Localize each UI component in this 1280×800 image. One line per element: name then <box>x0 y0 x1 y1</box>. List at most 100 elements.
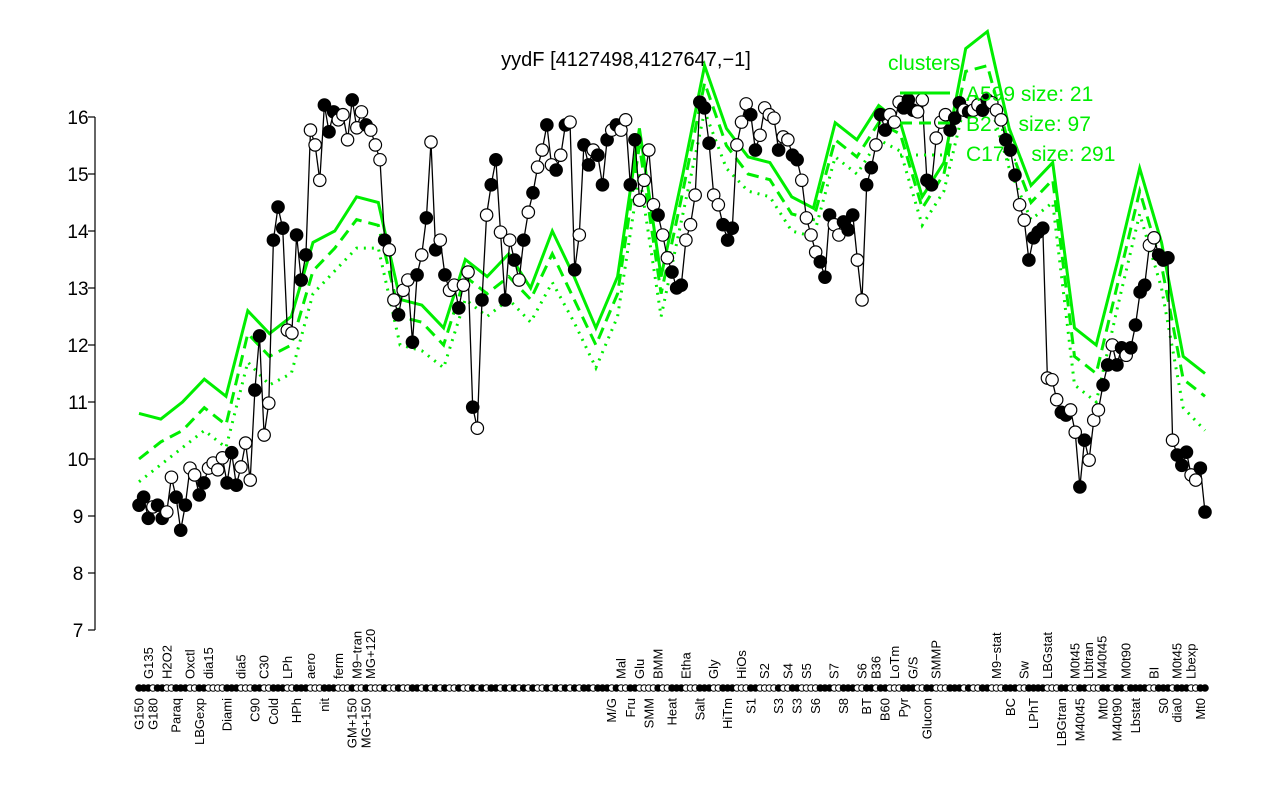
data-point <box>572 228 587 242</box>
x-tick-label: BT <box>859 698 874 715</box>
data-point <box>535 143 550 157</box>
data-point <box>878 123 892 137</box>
data-point <box>363 123 378 137</box>
data-point <box>711 197 726 212</box>
x-tick-label: M40t45 <box>1095 636 1110 679</box>
data-point <box>387 293 401 307</box>
y-tick-label: 10 <box>67 450 88 471</box>
data-point <box>855 293 869 307</box>
data-point <box>813 254 828 269</box>
data-point <box>1110 358 1124 372</box>
x-tick-label: Oxctl <box>183 649 198 679</box>
data-point <box>414 248 429 262</box>
data-point <box>526 186 540 200</box>
x-tick-label: SMMP <box>929 640 944 679</box>
x-tick-label: S8 <box>836 698 851 714</box>
x-tick-label: S3 <box>790 698 805 714</box>
data-point <box>210 463 225 477</box>
data-point <box>794 173 809 188</box>
data-point <box>679 233 693 247</box>
data-point <box>618 113 633 127</box>
data-point <box>799 211 814 225</box>
y-tick-label: 7 <box>73 621 84 642</box>
data-point <box>308 138 322 152</box>
data-point <box>642 143 656 157</box>
x-tick-label: M9−stat <box>989 632 1004 679</box>
data-point <box>465 400 480 414</box>
data-point <box>1096 378 1110 392</box>
data-point <box>553 148 568 162</box>
x-tick-label: Cold <box>266 698 281 725</box>
x-tick-label: S1 <box>743 698 758 714</box>
data-point <box>234 460 248 474</box>
data-point <box>864 160 879 175</box>
x-tick-label: M0t45 <box>1170 643 1185 679</box>
x-tick-label: BC <box>1003 698 1018 716</box>
data-point <box>141 511 156 526</box>
x-tick-label: G150 <box>132 698 147 730</box>
data-point <box>1147 231 1161 245</box>
x-tick-label: M0t45 <box>1068 643 1083 679</box>
data-point <box>410 268 424 282</box>
data-point <box>1003 143 1018 157</box>
data-point <box>475 293 489 307</box>
data-point <box>521 205 536 219</box>
data-point <box>192 488 207 502</box>
data-point <box>1073 480 1087 494</box>
data-point <box>632 193 647 208</box>
data-point <box>1137 278 1152 292</box>
data-point <box>1091 403 1106 417</box>
data-point <box>540 118 554 132</box>
data-point <box>373 152 387 167</box>
legend-title: clusters <box>888 52 960 75</box>
x-tick-label: HiTm <box>720 698 735 729</box>
data-point <box>502 233 517 247</box>
x-tick-label: M/G <box>604 698 619 723</box>
data-point <box>136 490 151 504</box>
data-point <box>303 123 318 137</box>
data-point <box>294 273 309 287</box>
data-point <box>1161 250 1175 265</box>
x-tick-label: G180 <box>145 698 160 730</box>
data-point <box>818 270 832 284</box>
data-point <box>1165 433 1180 447</box>
data-point <box>1035 221 1050 235</box>
data-point <box>169 490 183 504</box>
data-point <box>563 115 577 129</box>
x-tick-label: C90 <box>247 698 262 722</box>
x-tick-label: LPh <box>280 656 295 679</box>
y-axis: 7 8 9 10 11 12 13 14 15 16 <box>67 108 96 642</box>
y-tick-label: 9 <box>73 507 84 528</box>
data-point <box>702 136 716 151</box>
data-point <box>1175 458 1189 473</box>
data-point <box>887 115 902 129</box>
x-tick-label: S7 <box>827 663 842 679</box>
x-tick-label: LBGstat <box>1040 632 1055 679</box>
x-tick-label: Etha <box>678 651 693 679</box>
x-tick-label: Lbstat <box>1128 698 1143 734</box>
data-point <box>461 265 475 279</box>
data-point <box>507 253 522 267</box>
data-point <box>947 111 962 125</box>
data-point <box>1188 473 1203 487</box>
data-point <box>734 115 749 129</box>
x-tick-label: MG+120 <box>363 629 378 679</box>
data-point <box>424 135 438 149</box>
x-tick-label: SMM <box>641 698 656 728</box>
legend-entry-b: B2… size: 97 <box>966 113 1091 136</box>
data-point <box>1045 372 1059 387</box>
data-point <box>869 138 883 152</box>
x-tick-label: S3 <box>771 698 786 714</box>
data-point <box>841 223 855 237</box>
x-tick-label: Paraq <box>169 698 184 733</box>
data-point <box>252 329 267 343</box>
data-point <box>178 498 193 512</box>
data-point <box>224 445 239 460</box>
data-point <box>238 436 253 450</box>
data-point <box>859 178 874 192</box>
x-tick-label: G135 <box>141 647 156 679</box>
x-tick-label: S5 <box>799 663 814 679</box>
x-tick-label: G/S <box>906 656 921 679</box>
x-tick-label: dia0 <box>1169 698 1184 723</box>
data-point <box>1179 445 1194 459</box>
